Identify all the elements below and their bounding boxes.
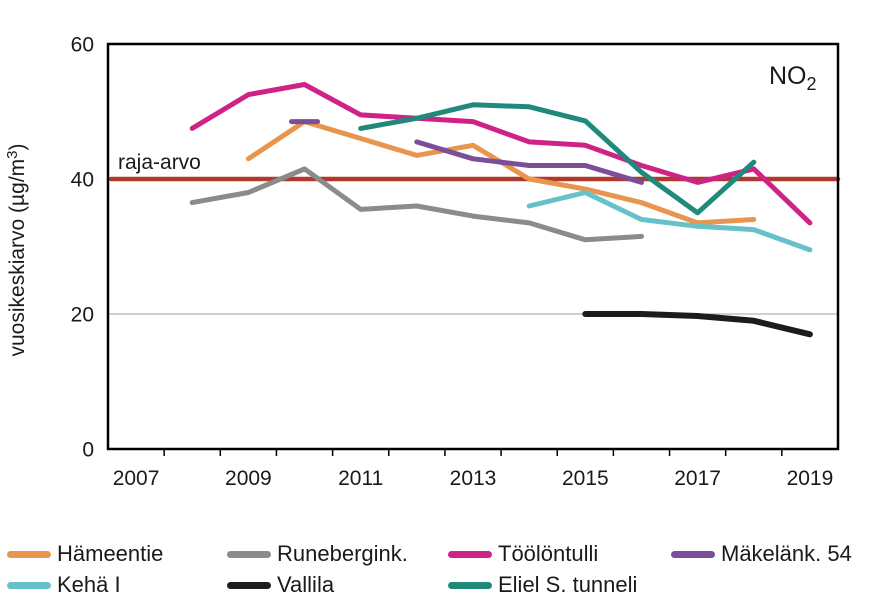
plot-frame (106, 42, 840, 451)
limit-line-label: raja-arvo (118, 151, 201, 174)
legend-label-toolontulli: Töölöntulli (498, 541, 599, 566)
series-line (582, 311, 813, 338)
x-axis-ticks (163, 449, 783, 456)
legend-label-makelankatu-54: Mäkelänk. 54 (721, 541, 852, 566)
y-axis-title: vuosikeskiarvo (µg/m3) (4, 144, 29, 357)
no2-line-chart: 2007 2009 2011 2013 2015 2017 2019 0 20 40 60 raj… (4, 34, 841, 490)
chart-title-subscript: 2 (807, 74, 817, 94)
legend-item-hameentie: Hämeentie (7, 541, 163, 567)
y-axis-title-close: ) (6, 144, 29, 151)
legend-swatch-makelankatu-54 (671, 550, 715, 558)
legend-swatch-keha-1 (7, 581, 51, 589)
legend-item-eliel-s-tunneli: Eliel S. tunneli (448, 572, 637, 598)
y-tick-label: 40 (71, 169, 94, 192)
series-line (189, 166, 644, 243)
legend-item-keha-1: Kehä I (7, 572, 121, 598)
legend-label-runeberginkatu: Runebergink. (277, 541, 408, 566)
y-tick-label: 60 (71, 34, 94, 57)
x-tick-label: 2007 (113, 467, 160, 490)
legend-swatch-eliel-s-tunneli (448, 581, 492, 589)
x-axis-labels: 2007 2009 2011 2013 2015 2017 2019 (113, 467, 834, 490)
x-tick-label: 2011 (338, 467, 383, 490)
legend-item-vallila: Vallila (227, 572, 334, 598)
legend-label-eliel-s-tunneli: Eliel S. tunneli (498, 572, 638, 597)
x-tick-label: 2017 (674, 467, 721, 490)
legend-item-toolontulli: Töölöntulli (448, 541, 598, 567)
legend-swatch-toolontulli (448, 550, 492, 558)
y-tick-label: 20 (71, 304, 94, 327)
legend-label-vallila: Vallila (277, 572, 335, 597)
x-tick-label: 2019 (787, 467, 834, 490)
series-line (526, 190, 813, 253)
legend-swatch-vallila (227, 581, 271, 589)
y-tick-label: 0 (82, 439, 94, 462)
series-line (358, 102, 757, 216)
legend-item-runeberginkatu: Runebergink. (227, 541, 408, 567)
y-axis-title-main: vuosikeskiarvo (µg/m (6, 159, 29, 357)
legend-swatch-runeberginkatu (227, 550, 271, 558)
chart-title-text: NO (769, 62, 807, 90)
chart-corner-title: NO2 (769, 62, 817, 94)
legend-item-makelankatu-54: Mäkelänk. 54 (671, 541, 852, 567)
series-lines (189, 82, 813, 338)
x-tick-label: 2013 (450, 467, 497, 490)
x-tick-label: 2015 (562, 467, 609, 490)
series-line (245, 119, 757, 226)
series-line (189, 82, 813, 226)
legend-label-keha-1: Kehä I (57, 572, 121, 597)
y-axis-labels: 0 20 40 60 (71, 34, 94, 462)
x-tick-label: 2009 (225, 467, 272, 490)
legend-swatch-hameentie (7, 550, 51, 558)
y-axis-title-superscript: 3 (4, 151, 21, 159)
series-line (414, 139, 644, 185)
legend-label-hameentie: Hämeentie (57, 541, 164, 566)
